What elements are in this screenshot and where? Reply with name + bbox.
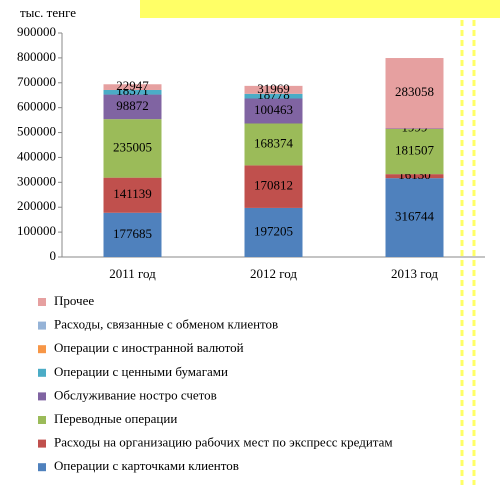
y-tick-label: 500000 <box>17 124 56 139</box>
legend-swatch <box>38 298 46 306</box>
legend-label: Операции с карточками клиентов <box>54 458 239 473</box>
legend-label: Расходы, связанные с обменом клиентов <box>54 317 278 332</box>
value-label: 98872 <box>116 98 149 113</box>
legend-swatch <box>38 392 46 401</box>
y-tick-label: 700000 <box>17 74 56 89</box>
legend-label: Расходы на организацию рабочих мест по э… <box>54 435 393 450</box>
legend-swatch <box>38 463 46 472</box>
bar-segment <box>244 123 303 166</box>
bar-segment <box>244 85 303 94</box>
bar-segment <box>103 84 162 90</box>
y-tick-label: 600000 <box>17 99 56 114</box>
y-tick-label: 200000 <box>17 198 56 213</box>
value-label: 31969 <box>257 81 290 96</box>
value-label: 283058 <box>395 84 434 99</box>
bar-segment <box>244 207 303 257</box>
y-tick-label: 400000 <box>17 148 56 163</box>
y-tick-label: 300000 <box>17 173 56 188</box>
bar-segment <box>385 178 444 257</box>
y-axis-title: тыс. тенге <box>20 5 76 20</box>
bar-segment <box>103 94 162 120</box>
value-label: 100463 <box>254 102 293 117</box>
value-label: 177685 <box>113 226 152 241</box>
bar-segment <box>385 128 444 175</box>
value-label: 181507 <box>395 143 435 158</box>
legend-swatch <box>38 368 46 377</box>
bar-segment <box>244 165 303 208</box>
bar-segment <box>244 98 303 124</box>
value-label: 22947 <box>116 78 149 93</box>
bar-segment <box>103 119 162 178</box>
value-label: 235005 <box>113 139 152 154</box>
legend-label: Обслуживание ностро счетов <box>54 387 217 402</box>
value-label: 141139 <box>113 186 152 201</box>
bar-segment <box>103 212 162 257</box>
value-label: 197205 <box>254 223 293 238</box>
value-label: 168374 <box>254 135 294 150</box>
x-tick-label: 2012 год <box>250 266 297 281</box>
legend-label: Переводные операции <box>54 411 177 426</box>
y-tick-label: 900000 <box>17 24 56 39</box>
legend: Операции с карточками клиентов Расходы на… <box>38 293 393 473</box>
legend-swatch <box>38 416 46 424</box>
legend-label: Операции с ценными бумагами <box>54 364 228 379</box>
legend-label: Операции с иностранной валютой <box>54 340 244 355</box>
legend-swatch <box>38 439 46 448</box>
x-tick-label: 2013 год <box>391 266 438 281</box>
bar-segment <box>385 58 444 129</box>
y-tick-label: 100000 <box>17 223 56 238</box>
x-tick-label: 2011 год <box>109 266 156 281</box>
legend-label: Прочее <box>54 293 94 308</box>
bar-segment <box>103 177 162 213</box>
highlight-band <box>140 0 500 18</box>
y-tick-label: 0 <box>50 248 57 263</box>
y-tick-label: 800000 <box>17 49 56 64</box>
value-label: 316744 <box>395 209 435 224</box>
value-label: 170812 <box>254 178 293 193</box>
legend-swatch <box>38 345 46 354</box>
bar-segment <box>244 93 303 99</box>
bar-segment <box>103 89 162 95</box>
legend-swatch <box>38 321 46 330</box>
bar-segment <box>385 174 444 179</box>
